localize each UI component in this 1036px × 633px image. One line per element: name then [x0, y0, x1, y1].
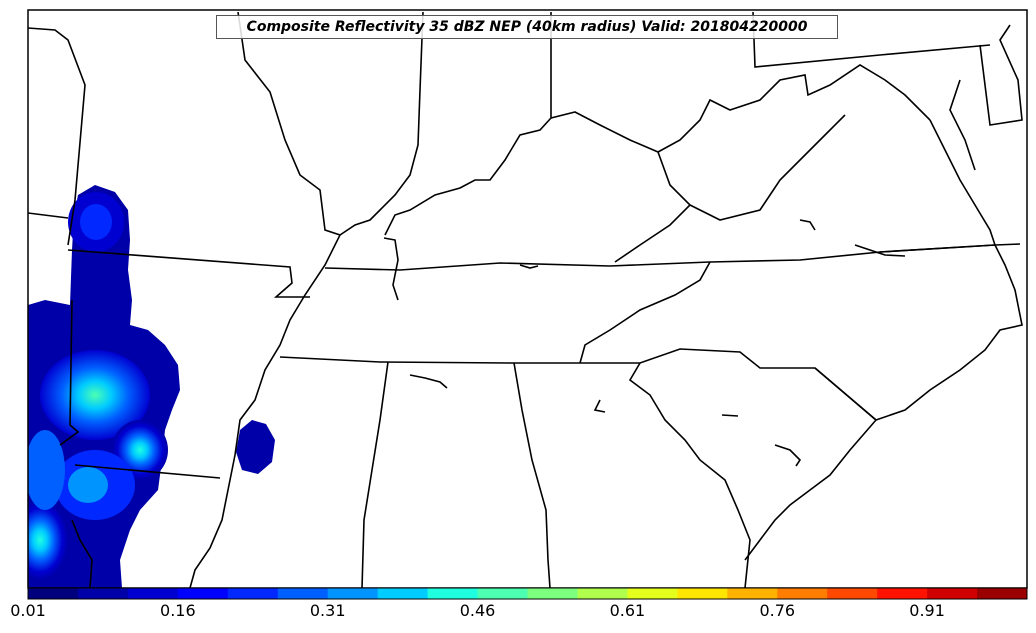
colorbar-segment: [827, 588, 878, 599]
colorbar-tick-label: 0.61: [609, 601, 646, 620]
colorbar-segment: [777, 588, 828, 599]
state-boundaries: [28, 11, 1023, 588]
probability-cell-center: [40, 350, 150, 440]
colorbar-tick-label: 0.31: [309, 601, 346, 620]
colorbar-border: [27, 587, 1028, 600]
colorbar-segment: [477, 588, 528, 599]
colorbar-segment: [377, 588, 429, 599]
colorbar-tick-label: 0.91: [909, 601, 945, 620]
colorbar-tick-label: 0.01: [10, 601, 46, 620]
colorbar-tick-label: 0.76: [759, 601, 796, 620]
colorbar-segment: [977, 588, 1028, 599]
colorbar-segment: [677, 588, 728, 599]
map-title-box: Composite Reflectivity 35 dBZ NEP (40km …: [216, 15, 838, 39]
colorbar-segment: [327, 588, 379, 599]
colorbar-segment: [577, 588, 628, 599]
colorbar-segment: [527, 588, 578, 599]
probability-cell-isolated: [236, 420, 275, 474]
colorbar-segment: [727, 588, 778, 599]
colorbar: [28, 588, 1028, 599]
colorbar-segment: [77, 588, 129, 599]
colorbar-tick-label: 0.46: [459, 601, 496, 620]
plot-border: [27, 9, 1028, 589]
colorbar-segment: [28, 588, 79, 599]
probability-field: [28, 185, 275, 588]
probability-cell-southwest: [28, 500, 68, 580]
colorbar-tick-label: 0.16: [160, 601, 196, 620]
colorbar-segment: [227, 588, 279, 599]
map-title: Composite Reflectivity 35 dBZ NEP (40km …: [246, 19, 808, 35]
colorbar-segment: [877, 588, 928, 599]
colorbar-segment: [127, 588, 179, 599]
colorbar-segment: [427, 588, 479, 599]
colorbar-segment: [927, 588, 978, 599]
colorbar-segment: [177, 588, 229, 599]
colorbar-segment: [277, 588, 329, 599]
colorbar-segment: [627, 588, 678, 599]
